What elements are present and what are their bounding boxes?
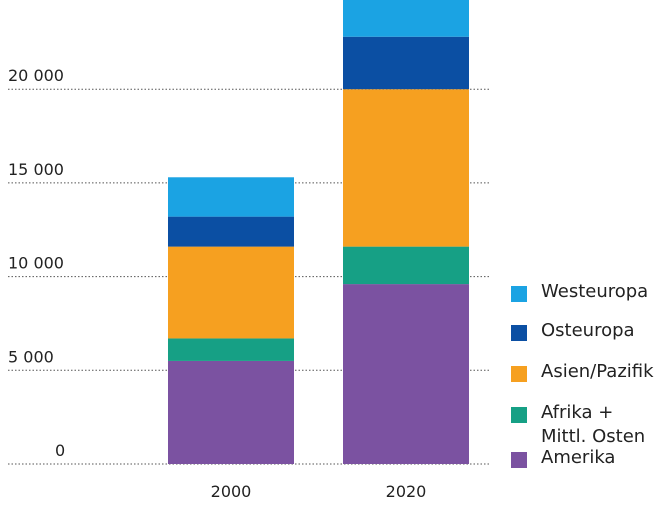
bars-layer [168,0,469,464]
bar-segment [168,216,294,247]
bar-segment [343,89,469,247]
legend-label-westeuropa: Westeuropa [541,281,649,302]
legend-item-osteuropa: Osteuropa [511,319,635,343]
bar-segment [343,246,469,285]
bar-segment [168,246,294,339]
x-tick-label: 2020 [386,482,427,501]
x-axis-labels: 2000 2020 [211,482,427,501]
legend-swatch-amerika [511,452,527,468]
legend-label-asien-pazifik: Asien/Pazifik [541,361,654,382]
bar-segment [168,360,294,464]
bar-segment [343,36,469,90]
legend-swatch-afrika-mittl-osten [511,407,527,423]
legend-item-westeuropa: Westeuropa [511,280,648,304]
bar-segment [343,0,469,37]
bar-segment [168,177,294,217]
y-tick-label: 10 000 [8,254,64,273]
legend-label-amerika: Amerika [541,447,616,468]
legend-swatch-osteuropa [511,325,527,341]
legend-item-afrika-mittl-osten: Afrika + Mittl. Osten [511,401,661,449]
y-tick-label: 5 000 [8,347,54,366]
legend-label-afrika-mittl-osten: Afrika + Mittl. Osten [541,402,646,447]
bar-segment [168,338,294,361]
bar-segment [343,284,469,464]
x-tick-label: 2000 [211,482,252,501]
legend-item-amerika: Amerika [511,446,615,470]
y-tick-label: 20 000 [8,66,64,85]
y-tick-label: 0 [55,441,65,460]
legend-item-asien-pazifik: Asien/Pazifik [511,360,654,384]
legend-swatch-asien-pazifik [511,366,527,382]
legend-label-osteuropa: Osteuropa [541,320,635,341]
legend-swatch-westeuropa [511,286,527,302]
y-tick-label: 15 000 [8,160,64,179]
